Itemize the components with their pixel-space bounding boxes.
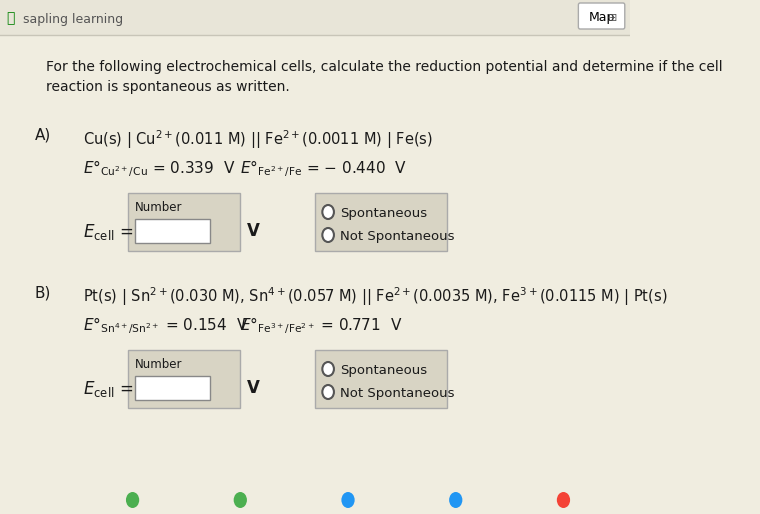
Text: $E°_{\mathrm{Sn^{4+}/Sn^{2+}}}$ = 0.154  V: $E°_{\mathrm{Sn^{4+}/Sn^{2+}}}$ = 0.154 …	[83, 315, 249, 336]
Text: Number: Number	[135, 201, 182, 214]
Text: Spontaneous: Spontaneous	[340, 207, 427, 220]
FancyBboxPatch shape	[578, 3, 625, 29]
Circle shape	[449, 492, 462, 508]
Circle shape	[557, 492, 570, 508]
Circle shape	[126, 492, 139, 508]
Circle shape	[322, 362, 334, 376]
FancyBboxPatch shape	[315, 193, 448, 251]
Text: Cu(s) | Cu$^{2+}$(0.011 M) || Fe$^{2+}$(0.0011 M) | Fe(s): Cu(s) | Cu$^{2+}$(0.011 M) || Fe$^{2+}$(…	[83, 128, 432, 151]
Circle shape	[233, 492, 247, 508]
Text: A): A)	[35, 128, 51, 143]
Text: $E°_{\mathrm{Fe^{2+}/Fe}}$ = − 0.440  V: $E°_{\mathrm{Fe^{2+}/Fe}}$ = − 0.440 V	[240, 158, 407, 179]
Text: Not Spontaneous: Not Spontaneous	[340, 387, 454, 400]
Text: Spontaneous: Spontaneous	[340, 364, 427, 377]
Text: $E_{\mathrm{cell}}$ =: $E_{\mathrm{cell}}$ =	[83, 222, 133, 242]
Circle shape	[341, 492, 355, 508]
Circle shape	[322, 385, 334, 399]
Circle shape	[322, 228, 334, 242]
Text: $E°_{\mathrm{Fe^{3+}/Fe^{2+}}}$ = 0.771  V: $E°_{\mathrm{Fe^{3+}/Fe^{2+}}}$ = 0.771 …	[240, 315, 403, 336]
Text: Pt(s) | Sn$^{2+}$(0.030 M), Sn$^{4+}$(0.057 M) || Fe$^{2+}$(0.0035 M), Fe$^{3+}$: Pt(s) | Sn$^{2+}$(0.030 M), Sn$^{4+}$(0.…	[83, 285, 667, 308]
FancyBboxPatch shape	[0, 0, 630, 35]
FancyBboxPatch shape	[128, 350, 240, 408]
Text: V: V	[247, 379, 260, 397]
Text: sapling learning: sapling learning	[24, 13, 123, 27]
Text: V: V	[247, 222, 260, 240]
FancyBboxPatch shape	[135, 219, 210, 243]
FancyBboxPatch shape	[315, 350, 448, 408]
Text: ⊞: ⊞	[609, 13, 618, 23]
FancyBboxPatch shape	[135, 376, 210, 400]
Text: Not Spontaneous: Not Spontaneous	[340, 230, 454, 243]
Text: $E°_{\mathrm{Cu^{2+}/Cu}}$ = 0.339  V: $E°_{\mathrm{Cu^{2+}/Cu}}$ = 0.339 V	[83, 158, 236, 179]
Circle shape	[322, 205, 334, 219]
Text: Number: Number	[135, 358, 182, 371]
Text: B): B)	[35, 285, 51, 300]
Text: For the following electrochemical cells, calculate the reduction potential and d: For the following electrochemical cells,…	[46, 60, 722, 94]
Text: $E_{\mathrm{cell}}$ =: $E_{\mathrm{cell}}$ =	[83, 379, 133, 399]
FancyBboxPatch shape	[128, 193, 240, 251]
Text: Map: Map	[588, 11, 615, 25]
Text: 🌿: 🌿	[7, 11, 15, 25]
